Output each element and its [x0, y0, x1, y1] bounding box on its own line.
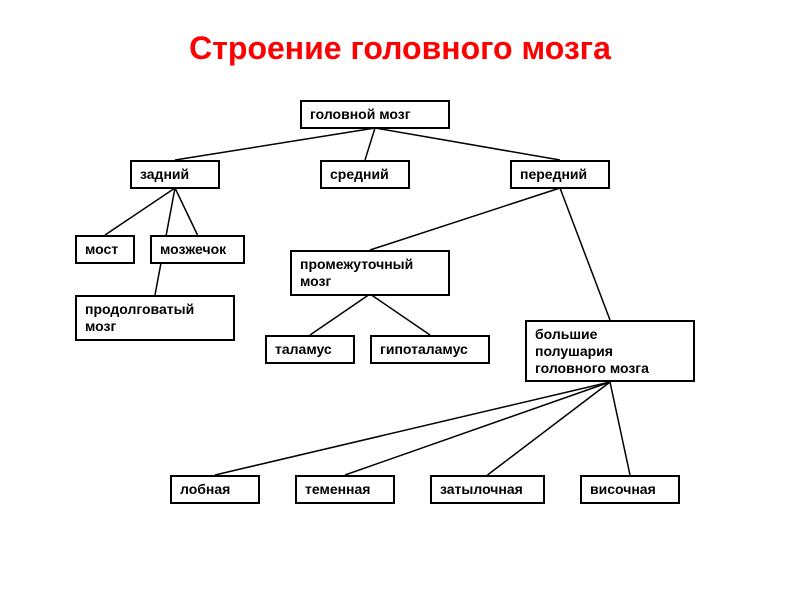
page-title: Строение головного мозга [0, 30, 800, 67]
tree-edge [310, 294, 370, 335]
tree-edge [560, 188, 610, 320]
tree-edge [375, 128, 560, 160]
tree-node-lobnaya: лобная [170, 475, 260, 504]
tree-node-peredniy: передний [510, 160, 610, 189]
tree-node-visoch: височная [580, 475, 680, 504]
tree-node-mozjechok: мозжечок [150, 235, 245, 264]
tree-edge [365, 128, 375, 160]
tree-edge [175, 128, 375, 160]
tree-edge [105, 188, 175, 235]
tree-node-zadniy: задний [130, 160, 220, 189]
tree-node-zatyl: затылочная [430, 475, 545, 504]
tree-node-prodolg: продолговатыймозг [75, 295, 235, 341]
tree-edge [488, 382, 611, 475]
tree-edge [370, 294, 430, 335]
tree-node-talamus: таламус [265, 335, 355, 364]
tree-node-sredniy: средний [320, 160, 410, 189]
tree-edge [215, 382, 610, 475]
tree-node-temen: теменная [295, 475, 395, 504]
tree-node-gipo: гипоталамус [370, 335, 490, 364]
tree-edge [345, 382, 610, 475]
tree-edge [610, 382, 630, 475]
tree-node-most: мост [75, 235, 135, 264]
tree-edge [370, 188, 560, 250]
tree-node-promezh: промежуточныймозг [290, 250, 450, 296]
tree-node-root: головной мозг [300, 100, 450, 129]
tree-edge [175, 188, 198, 235]
tree-node-polush: большиеполушарияголовного мозга [525, 320, 695, 382]
